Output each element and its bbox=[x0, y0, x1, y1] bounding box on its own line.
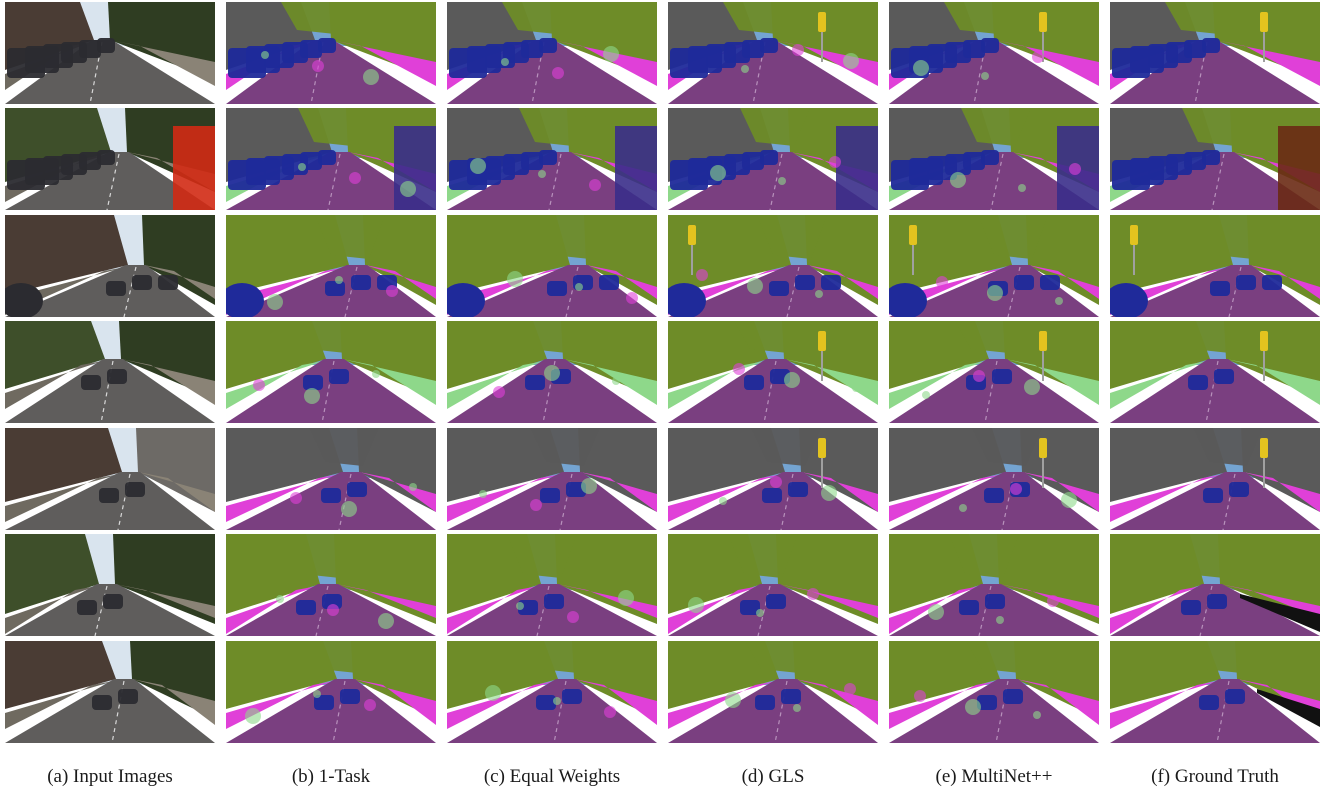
panel-gls-row-1 bbox=[668, 2, 878, 104]
input-photo bbox=[5, 428, 215, 530]
caption-multinet: (e) MultiNet++ bbox=[935, 766, 1053, 787]
input-photo bbox=[5, 641, 215, 743]
panel-1task-row-2 bbox=[226, 108, 436, 210]
input-photo bbox=[5, 2, 215, 104]
segmentation-map bbox=[447, 215, 657, 317]
segmentation-map bbox=[226, 321, 436, 423]
segmentation-map bbox=[447, 108, 657, 210]
panel-input-row-2 bbox=[5, 108, 215, 210]
input-photo bbox=[5, 215, 215, 317]
panel-equal-row-7 bbox=[447, 641, 657, 743]
segmentation-map bbox=[668, 428, 878, 530]
segmentation-map bbox=[1110, 641, 1320, 743]
panel-gt-row-5 bbox=[1110, 428, 1320, 530]
panel-input-row-1 bbox=[5, 2, 215, 104]
panel-gls-row-4 bbox=[668, 321, 878, 423]
segmentation-map bbox=[889, 534, 1099, 636]
panel-gt-row-4 bbox=[1110, 321, 1320, 423]
segmentation-map bbox=[226, 108, 436, 210]
panel-multinet-row-3 bbox=[889, 215, 1099, 317]
panel-gt-row-1 bbox=[1110, 2, 1320, 104]
segmentation-map bbox=[226, 2, 436, 104]
input-photo bbox=[5, 534, 215, 636]
panel-multinet-row-4 bbox=[889, 321, 1099, 423]
segmentation-map bbox=[1110, 215, 1320, 317]
panel-gt-row-2 bbox=[1110, 108, 1320, 210]
segmentation-map bbox=[447, 641, 657, 743]
segmentation-map bbox=[668, 2, 878, 104]
panel-equal-row-6 bbox=[447, 534, 657, 636]
panel-input-row-7 bbox=[5, 641, 215, 743]
segmentation-map bbox=[226, 215, 436, 317]
segmentation-map bbox=[889, 428, 1099, 530]
segmentation-map bbox=[1110, 108, 1320, 210]
panel-1task-row-1 bbox=[226, 2, 436, 104]
caption-gt: (f) Ground Truth bbox=[1151, 766, 1279, 787]
caption-1task: (b) 1-Task bbox=[291, 766, 371, 787]
panel-multinet-row-6 bbox=[889, 534, 1099, 636]
input-photo bbox=[5, 108, 215, 210]
panel-equal-row-2 bbox=[447, 108, 657, 210]
panel-1task-row-6 bbox=[226, 534, 436, 636]
segmentation-map bbox=[668, 215, 878, 317]
segmentation-map bbox=[668, 641, 878, 743]
panel-equal-row-3 bbox=[447, 215, 657, 317]
panel-multinet-row-7 bbox=[889, 641, 1099, 743]
panel-multinet-row-1 bbox=[889, 2, 1099, 104]
panel-gls-row-2 bbox=[668, 108, 878, 210]
panel-multinet-row-5 bbox=[889, 428, 1099, 530]
panel-input-row-6 bbox=[5, 534, 215, 636]
input-photo bbox=[5, 321, 215, 423]
panel-1task-row-5 bbox=[226, 428, 436, 530]
segmentation-map bbox=[668, 534, 878, 636]
image-grid bbox=[5, 2, 1320, 743]
panel-gt-row-3 bbox=[1110, 215, 1320, 317]
panel-gls-row-3 bbox=[668, 215, 878, 317]
segmentation-map bbox=[889, 321, 1099, 423]
panel-multinet-row-2 bbox=[889, 108, 1099, 210]
panel-gls-row-6 bbox=[668, 534, 878, 636]
caption-gls: (d) GLS bbox=[741, 766, 805, 787]
panel-input-row-5 bbox=[5, 428, 215, 530]
segmentation-map bbox=[668, 108, 878, 210]
panel-1task-row-4 bbox=[226, 321, 436, 423]
segmentation-map bbox=[1110, 428, 1320, 530]
panel-gt-row-6 bbox=[1110, 534, 1320, 636]
segmentation-map bbox=[447, 428, 657, 530]
segmentation-map bbox=[1110, 2, 1320, 104]
segmentation-map bbox=[889, 2, 1099, 104]
panel-1task-row-3 bbox=[226, 215, 436, 317]
segmentation-map bbox=[889, 108, 1099, 210]
panel-gls-row-7 bbox=[668, 641, 878, 743]
segmentation-map bbox=[889, 215, 1099, 317]
caption-input: (a) Input Images bbox=[47, 766, 173, 787]
panel-gt-row-7 bbox=[1110, 641, 1320, 743]
panel-gls-row-5 bbox=[668, 428, 878, 530]
segmentation-map bbox=[447, 2, 657, 104]
segmentation-map bbox=[668, 321, 878, 423]
panel-equal-row-1 bbox=[447, 2, 657, 104]
panel-equal-row-4 bbox=[447, 321, 657, 423]
panel-input-row-4 bbox=[5, 321, 215, 423]
segmentation-map bbox=[1110, 534, 1320, 636]
panel-input-row-3 bbox=[5, 215, 215, 317]
segmentation-map bbox=[447, 321, 657, 423]
segmentation-map bbox=[1110, 321, 1320, 423]
panel-equal-row-5 bbox=[447, 428, 657, 530]
segmentation-map bbox=[889, 641, 1099, 743]
caption-equal: (c) Equal Weights bbox=[483, 766, 621, 787]
segmentation-map bbox=[226, 641, 436, 743]
segmentation-map bbox=[226, 428, 436, 530]
panel-1task-row-7 bbox=[226, 641, 436, 743]
segmentation-map bbox=[226, 534, 436, 636]
segmentation-map bbox=[447, 534, 657, 636]
